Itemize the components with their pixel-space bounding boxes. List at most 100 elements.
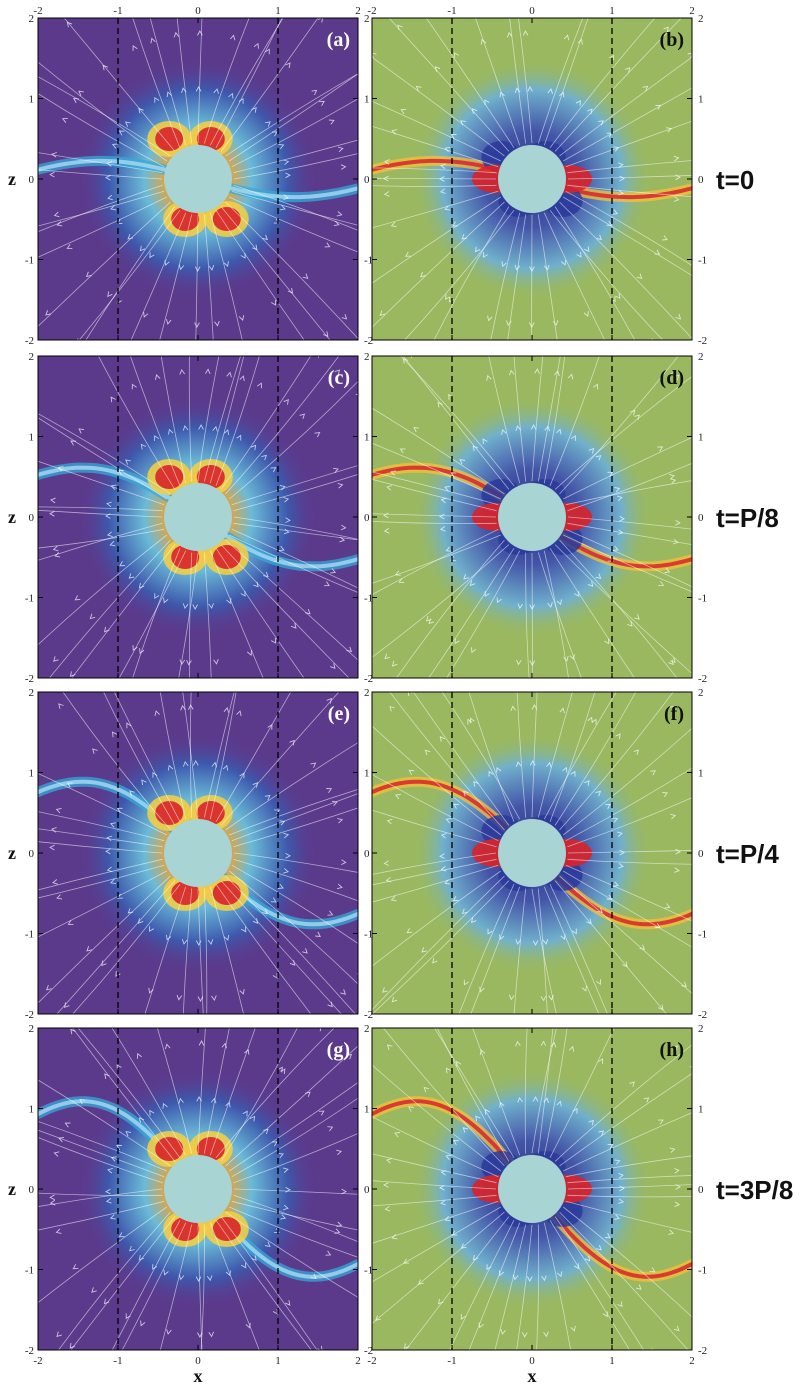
streamline bbox=[531, 1028, 557, 1154]
streamline-arrow bbox=[730, 201, 735, 206]
streamline bbox=[38, 841, 163, 854]
streamline-arrow bbox=[117, 469, 124, 475]
streamline-arrow bbox=[546, 761, 552, 768]
streamline bbox=[543, 212, 606, 340]
streamline-arrow bbox=[363, 962, 368, 966]
streamline bbox=[372, 100, 501, 162]
streamline-arrow bbox=[404, 251, 411, 257]
streamline bbox=[433, 1028, 515, 1159]
streamline bbox=[543, 356, 566, 484]
streamline-arrow bbox=[213, 88, 219, 94]
streamline bbox=[509, 18, 527, 144]
streamline-arrow bbox=[445, 1154, 452, 1160]
streamline bbox=[159, 1224, 193, 1350]
streamline-arrow bbox=[472, 1254, 479, 1261]
streamline bbox=[228, 73, 358, 162]
streamline-arrow bbox=[137, 918, 144, 924]
z-tick-label: 2 bbox=[29, 1023, 35, 1035]
streamline-arrow bbox=[314, 432, 321, 438]
streamline-arrow bbox=[598, 1130, 605, 1136]
streamline-arrow bbox=[629, 1081, 635, 1087]
streamline-arrow bbox=[291, 623, 297, 629]
streamline-arrow bbox=[570, 435, 576, 441]
streamline-arrow bbox=[474, 246, 481, 253]
star-disk bbox=[498, 819, 566, 887]
streamline-arrow bbox=[285, 1187, 291, 1193]
streamline bbox=[197, 356, 220, 482]
streamline-arrow bbox=[672, 538, 679, 545]
streamline-arrow bbox=[658, 580, 665, 586]
streamline-arrow bbox=[334, 369, 341, 376]
streamline-arrow bbox=[618, 1198, 625, 1205]
streamline bbox=[70, 1216, 176, 1350]
streamline bbox=[233, 516, 358, 540]
streamline-arrow bbox=[670, 478, 677, 484]
streamline bbox=[176, 18, 193, 144]
streamline bbox=[372, 852, 497, 875]
streamline-arrow bbox=[261, 454, 267, 461]
streamline bbox=[559, 875, 692, 995]
streamline-arrow bbox=[439, 1185, 445, 1191]
streamline-arrow bbox=[58, 1136, 64, 1143]
streamline-arrow bbox=[654, 249, 661, 255]
streamline-arrow bbox=[487, 315, 493, 322]
streamline-arrow bbox=[302, 948, 308, 954]
streamline-arrow bbox=[691, 1308, 692, 1309]
x-tick-label: -2 bbox=[367, 5, 376, 17]
streamline bbox=[372, 544, 510, 658]
streamline-arrow bbox=[105, 513, 111, 519]
streamline-arrow bbox=[66, 244, 73, 250]
streamline-arrow bbox=[597, 907, 603, 914]
streamline-arrow bbox=[53, 211, 60, 218]
streamline bbox=[559, 692, 674, 831]
streamline bbox=[372, 1194, 497, 1207]
streamline bbox=[567, 849, 692, 854]
streamline-arrow bbox=[262, 908, 268, 915]
streamline-arrow bbox=[661, 235, 668, 241]
streamline-arrow bbox=[445, 818, 452, 824]
streamline-arrow bbox=[588, 1119, 595, 1126]
streamline-arrow bbox=[383, 512, 389, 519]
streamline-arrow bbox=[180, 704, 186, 711]
streamline bbox=[436, 1028, 510, 1162]
streamline bbox=[228, 380, 358, 500]
streamline-arrow bbox=[253, 581, 259, 588]
streamline bbox=[231, 98, 358, 168]
panel-right-2: 2 1 0 -1 -2 (d) bbox=[371, 351, 707, 685]
streamline-arrow bbox=[670, 657, 676, 664]
streamline-arrow bbox=[663, 26, 669, 33]
z-tick-label: -1 bbox=[364, 593, 373, 605]
streamline bbox=[220, 692, 340, 826]
z-tick-label: 2 bbox=[364, 687, 370, 699]
streamline-arrow bbox=[341, 1188, 347, 1195]
streamline bbox=[537, 692, 573, 818]
streamline-arrow bbox=[138, 107, 144, 114]
streamline bbox=[531, 692, 538, 818]
z-tick-label: -2 bbox=[698, 673, 707, 685]
streamline bbox=[225, 1045, 358, 1167]
streamline-arrow bbox=[526, 1276, 533, 1282]
streamline-arrow bbox=[437, 401, 443, 408]
streamline bbox=[559, 1072, 692, 1167]
streamline-arrow bbox=[384, 653, 391, 660]
streamline-arrow bbox=[617, 162, 624, 168]
streamline-arrow bbox=[13, 1104, 18, 1108]
streamline-arrow bbox=[223, 935, 230, 941]
streamline-arrow bbox=[178, 1097, 184, 1104]
streamline bbox=[111, 1220, 181, 1350]
z-tick-label: -2 bbox=[698, 335, 707, 347]
streamline-arrow bbox=[15, 89, 20, 93]
streamline-arrow bbox=[211, 995, 217, 1002]
streamline-arrow bbox=[486, 374, 492, 381]
x-tick-label: 2 bbox=[689, 5, 695, 17]
streamline-arrow bbox=[270, 897, 277, 903]
streamline-arrow bbox=[346, 646, 353, 653]
streamline bbox=[372, 520, 497, 525]
streamline-arrow bbox=[87, 682, 91, 687]
streamline bbox=[215, 356, 260, 486]
streamline bbox=[372, 1200, 499, 1244]
streamline-arrow bbox=[7, 1118, 12, 1123]
streamline-arrow bbox=[253, 42, 259, 49]
streamline-arrow bbox=[117, 893, 123, 899]
streamline-arrow bbox=[333, 220, 340, 227]
